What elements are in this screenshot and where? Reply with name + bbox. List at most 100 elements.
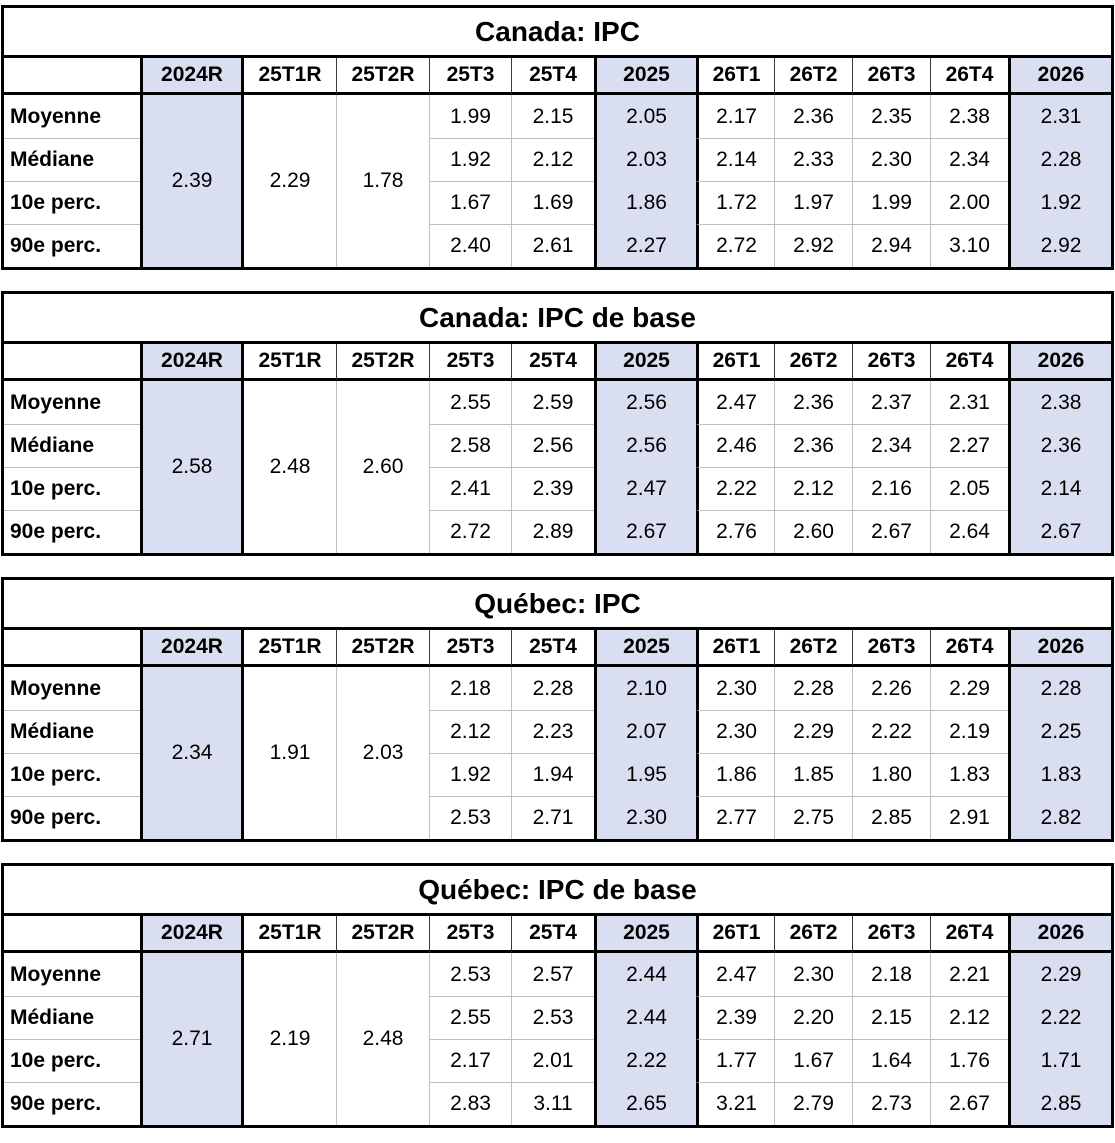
value-cell-26t4: 2.31 [930, 381, 1008, 424]
value-cell-2026: 2.82 [1008, 796, 1111, 839]
value-cell-2026: 2.38 [1008, 381, 1111, 424]
value-cell-25t3: 2.41 [429, 467, 511, 510]
value-cell-2025: 2.56 [594, 424, 696, 467]
value-cell-26t1: 2.14 [696, 138, 774, 181]
value-cell-26t1: 2.39 [696, 996, 774, 1039]
value-cell-26t3: 2.85 [852, 796, 930, 839]
value-cell-26t3: 1.64 [852, 1039, 930, 1082]
col-header-25t1r: 25T1R [241, 630, 336, 667]
merged-value-cell-2024r: 2.39 [140, 95, 241, 267]
value-cell-2025: 2.05 [594, 95, 696, 138]
col-header-26t2: 26T2 [774, 344, 852, 381]
col-header-2026: 2026 [1008, 916, 1111, 953]
col-header-26t3: 26T3 [852, 630, 930, 667]
value-cell-26t1: 2.72 [696, 224, 774, 267]
value-cell-2025: 2.10 [594, 667, 696, 710]
value-cell-2026: 2.25 [1008, 710, 1111, 753]
value-cell-2025: 2.44 [594, 953, 696, 996]
merged-value-cell-2024r: 2.71 [140, 953, 241, 1125]
value-cell-2025: 2.47 [594, 467, 696, 510]
col-header-25t4: 25T4 [511, 916, 594, 953]
value-cell-26t4: 2.00 [930, 181, 1008, 224]
value-cell-2026: 2.28 [1008, 138, 1111, 181]
col-header-2025: 2025 [594, 630, 696, 667]
value-cell-25t4: 2.57 [511, 953, 594, 996]
value-cell-26t1: 2.17 [696, 95, 774, 138]
col-header-26t3: 26T3 [852, 344, 930, 381]
value-cell-25t4: 2.56 [511, 424, 594, 467]
value-cell-26t2: 1.85 [774, 753, 852, 796]
col-header-2024r: 2024R [140, 58, 241, 95]
table-canada-ipc: Canada: IPC 2024R 25T1R 25T2R 25T3 25T4 2025 26… [1, 5, 1114, 270]
value-cell-26t3: 2.94 [852, 224, 930, 267]
col-header-25t2r: 25T2R [336, 58, 429, 95]
value-cell-25t3: 2.53 [429, 796, 511, 839]
merged-value-cell-25t1r: 2.29 [241, 95, 336, 267]
value-cell-25t4: 3.11 [511, 1082, 594, 1125]
value-cell-26t3: 1.80 [852, 753, 930, 796]
row-label: 10e perc. [4, 1039, 140, 1082]
value-cell-26t2: 2.75 [774, 796, 852, 839]
col-header-26t2: 26T2 [774, 916, 852, 953]
col-header-25t4: 25T4 [511, 344, 594, 381]
table-title: Canada: IPC [4, 8, 1111, 58]
value-cell-25t3: 1.92 [429, 138, 511, 181]
value-cell-26t2: 2.36 [774, 424, 852, 467]
row-label: Médiane [4, 710, 140, 753]
value-cell-2025: 2.22 [594, 1039, 696, 1082]
col-header-2024r: 2024R [140, 916, 241, 953]
value-cell-25t4: 2.53 [511, 996, 594, 1039]
value-cell-26t1: 2.30 [696, 667, 774, 710]
col-header-2026: 2026 [1008, 344, 1111, 381]
value-cell-26t3: 2.26 [852, 667, 930, 710]
col-header-26t4: 26T4 [930, 916, 1008, 953]
value-cell-26t1: 2.47 [696, 381, 774, 424]
value-cell-26t3: 2.18 [852, 953, 930, 996]
table-canada-ipc-de-base: Canada: IPC de base 2024R 25T1R 25T2R 25T3 25… [1, 291, 1114, 556]
value-cell-26t2: 2.28 [774, 667, 852, 710]
value-cell-25t3: 2.40 [429, 224, 511, 267]
value-cell-2025: 1.95 [594, 753, 696, 796]
table-title: Canada: IPC de base [4, 294, 1111, 344]
col-header-25t1r: 25T1R [241, 916, 336, 953]
row-label: 10e perc. [4, 181, 140, 224]
row-label: 90e perc. [4, 1082, 140, 1125]
value-cell-25t4: 2.12 [511, 138, 594, 181]
value-cell-2025: 2.30 [594, 796, 696, 839]
value-cell-26t4: 2.05 [930, 467, 1008, 510]
value-cell-26t1: 2.22 [696, 467, 774, 510]
value-cell-2026: 2.36 [1008, 424, 1111, 467]
value-cell-2025: 1.86 [594, 181, 696, 224]
row-label: Moyenne [10, 104, 102, 128]
value-cell-25t3: 2.55 [429, 996, 511, 1039]
value-cell-2026: 1.71 [1008, 1039, 1111, 1082]
col-header-26t2: 26T2 [774, 630, 852, 667]
value-cell-2025: 2.44 [594, 996, 696, 1039]
col-header-25t2r: 25T2R [336, 630, 429, 667]
row-label: Médiane [4, 138, 140, 181]
merged-value-cell-25t1r: 2.48 [241, 381, 336, 553]
value-cell-26t4: 1.76 [930, 1039, 1008, 1082]
value-cell-26t3: 2.37 [852, 381, 930, 424]
row-label: Médiane [4, 424, 140, 467]
merged-value-cell-25t2r: 2.03 [336, 667, 429, 839]
col-header-26t1: 26T1 [696, 916, 774, 953]
value-cell-26t3: 2.15 [852, 996, 930, 1039]
value-cell-25t4: 2.39 [511, 467, 594, 510]
col-header-26t2: 26T2 [774, 58, 852, 95]
value-cell-25t3: 2.55 [429, 381, 511, 424]
value-cell-26t3: 2.16 [852, 467, 930, 510]
col-header-26t4: 26T4 [930, 58, 1008, 95]
col-header-25t2r: 25T2R [336, 916, 429, 953]
table-title: Québec: IPC [4, 580, 1111, 630]
value-cell-25t3: 2.12 [429, 710, 511, 753]
col-header-26t4: 26T4 [930, 344, 1008, 381]
value-cell-25t4: 2.01 [511, 1039, 594, 1082]
value-cell-2026: 1.92 [1008, 181, 1111, 224]
value-cell-26t3: 1.99 [852, 181, 930, 224]
value-cell-26t4: 2.29 [930, 667, 1008, 710]
col-header-25t1r: 25T1R [241, 344, 336, 381]
value-cell-26t2: 2.60 [774, 510, 852, 553]
value-cell-26t1: 2.46 [696, 424, 774, 467]
value-cell-26t1: 2.47 [696, 953, 774, 996]
